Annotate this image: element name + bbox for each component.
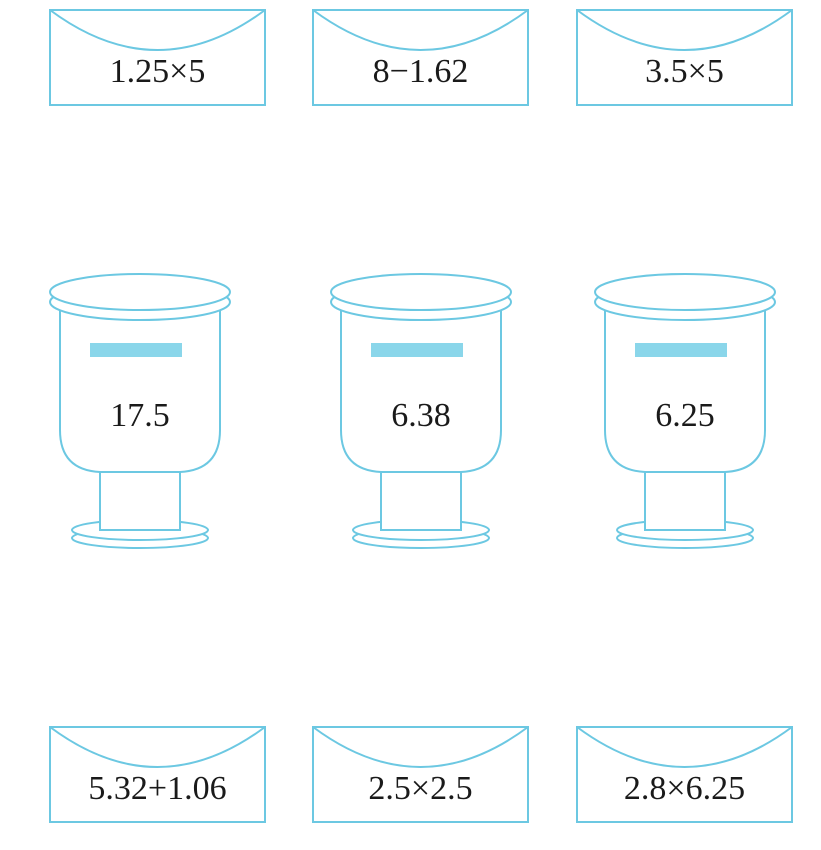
mailbox-slot xyxy=(371,343,463,357)
mailbox-label: 6.25 xyxy=(655,397,715,434)
envelope-label: 5.32+1.06 xyxy=(88,770,226,807)
envelope: 3.5×5 xyxy=(576,9,793,106)
mailbox-lid xyxy=(330,273,512,311)
mailbox-body xyxy=(604,305,766,473)
envelope: 1.25×5 xyxy=(49,9,266,106)
envelope-label: 1.25×5 xyxy=(110,53,206,90)
mailbox-body xyxy=(340,305,502,473)
content: 1.25×5 8−1.62 3.5×5 5.32+1.06 2.5×2.5 2.8×6.2… xyxy=(49,9,793,823)
envelope-body xyxy=(312,726,529,823)
envelope-body xyxy=(49,9,266,106)
mailbox: 6.25 xyxy=(594,273,776,549)
envelope-body xyxy=(576,9,793,106)
envelope: 5.32+1.06 xyxy=(49,726,266,823)
mailbox-label: 17.5 xyxy=(110,397,170,434)
mailbox-body xyxy=(59,305,221,473)
mailbox-slot xyxy=(90,343,182,357)
envelope: 2.5×2.5 xyxy=(312,726,529,823)
envelope-flap xyxy=(576,726,793,768)
envelope-flap xyxy=(576,9,793,51)
mailbox-stem xyxy=(380,467,462,531)
mailbox: 6.38 xyxy=(330,273,512,549)
mailbox: 17.5 xyxy=(49,273,231,549)
envelope-body xyxy=(49,726,266,823)
envelope-label: 2.8×6.25 xyxy=(624,770,745,807)
mailbox-stem xyxy=(644,467,726,531)
envelope-flap xyxy=(49,9,266,51)
envelope-body xyxy=(312,9,529,106)
envelope-flap xyxy=(312,9,529,51)
mailbox-stem xyxy=(99,467,181,531)
mailbox-label: 6.38 xyxy=(391,397,451,434)
mailbox-lid xyxy=(594,273,776,311)
mailbox-slot xyxy=(635,343,727,357)
mailbox-lid xyxy=(49,273,231,311)
envelope-label: 8−1.62 xyxy=(373,53,469,90)
envelope-label: 2.5×2.5 xyxy=(368,770,472,807)
envelope: 2.8×6.25 xyxy=(576,726,793,823)
envelope-label: 3.5×5 xyxy=(645,53,724,90)
envelope-flap xyxy=(49,726,266,768)
envelope-body xyxy=(576,726,793,823)
envelope-flap xyxy=(312,726,529,768)
envelope: 8−1.62 xyxy=(312,9,529,106)
